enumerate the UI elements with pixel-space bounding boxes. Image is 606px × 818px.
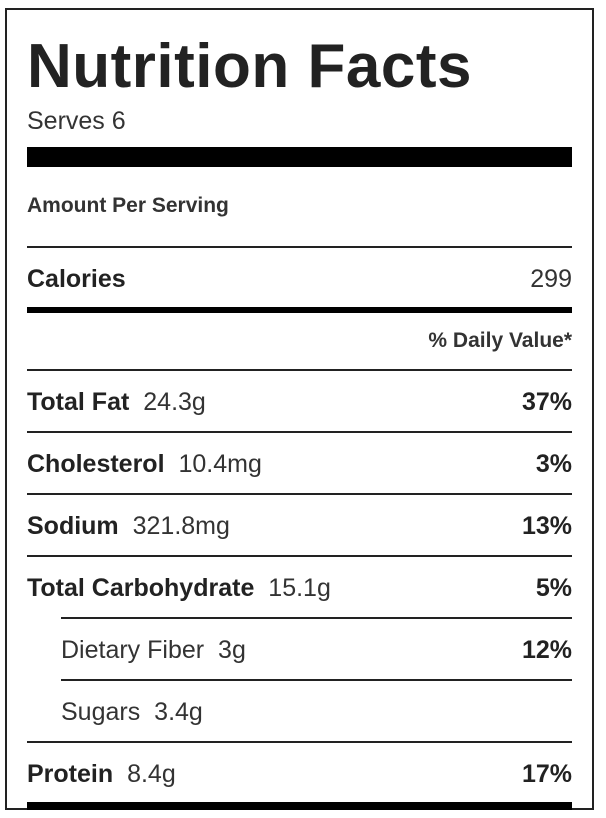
label-title: Nutrition Facts — [27, 32, 472, 101]
divider — [27, 741, 572, 743]
sub-nutrient-name: Dietary Fiber — [61, 636, 205, 664]
sub-nutrient-name: Sugars — [61, 698, 141, 726]
nutrient-amount: 10.4mg — [178, 450, 262, 478]
nutrient-daily-value: 37% — [521, 388, 572, 416]
nutrient-daily-value: 3% — [535, 450, 572, 478]
nutrient-row-total-fat: Total Fat 24.3g 37% — [27, 387, 572, 417]
sub-nutrient-row-dietary-fiber: Dietary Fiber 3g 12% — [61, 635, 572, 665]
indented-divider — [61, 617, 572, 619]
bottom-thick-divider — [27, 802, 572, 810]
divider — [27, 555, 572, 557]
sub-nutrient-amount: 3g — [218, 636, 246, 664]
nutrition-facts-label: Nutrition Facts Serves 6 Amount Per Serv… — [5, 8, 594, 810]
nutrient-amount: 321.8mg — [132, 512, 230, 540]
nutrient-name: Sodium — [27, 512, 119, 540]
nutrient-daily-value: 17% — [521, 760, 572, 788]
nutrient-row-cholesterol: Cholesterol 10.4mg 3% — [27, 449, 572, 479]
nutrient-amount: 15.1g — [268, 574, 331, 602]
sub-nutrient-amount: 3.4g — [154, 698, 203, 726]
nutrient-name: Protein — [27, 760, 114, 788]
nutrient-row-protein: Protein 8.4g 17% — [27, 759, 572, 789]
divider — [27, 369, 572, 371]
nutrient-daily-value: 13% — [521, 512, 572, 540]
servings-text: Serves 6 — [27, 107, 126, 135]
divider — [27, 246, 572, 248]
sub-nutrient-row-sugars: Sugars 3.4g — [61, 697, 572, 727]
nutrient-daily-value: 5% — [535, 574, 572, 602]
divider — [27, 493, 572, 495]
thick-divider — [27, 147, 572, 167]
nutrient-row-total-carbohydrate: Total Carbohydrate 15.1g 5% — [27, 573, 572, 603]
amount-per-serving-heading: Amount Per Serving — [27, 194, 229, 217]
divider — [27, 431, 572, 433]
sub-nutrient-daily-value: 12% — [521, 636, 572, 664]
nutrient-amount: 8.4g — [127, 760, 176, 788]
nutrient-row-sodium: Sodium 321.8mg 13% — [27, 511, 572, 541]
nutrient-name: Cholesterol — [27, 450, 165, 478]
nutrient-amount: 24.3g — [143, 388, 206, 416]
calories-label: Calories — [27, 265, 126, 293]
daily-value-header: % Daily Value* — [428, 329, 572, 352]
indented-divider — [61, 679, 572, 681]
nutrient-name: Total Carbohydrate — [27, 574, 255, 602]
label-content: Nutrition Facts Serves 6 Amount Per Serv… — [27, 10, 572, 810]
calories-value: 299 — [530, 265, 572, 293]
medium-divider — [27, 307, 572, 313]
calories-row: Calories 299 — [27, 264, 572, 294]
nutrient-name: Total Fat — [27, 388, 130, 416]
